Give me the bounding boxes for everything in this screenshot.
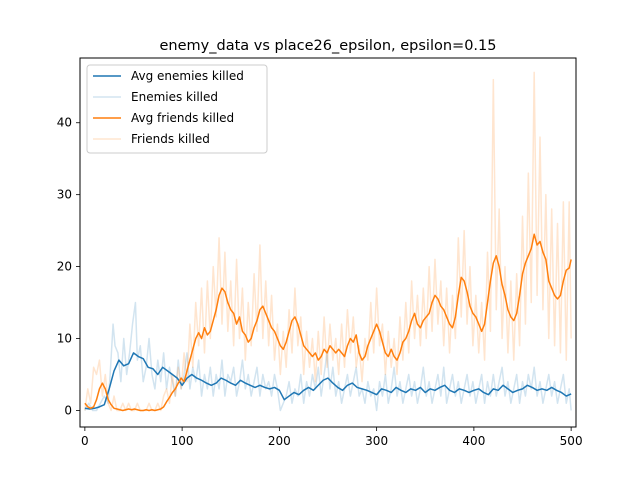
legend: Avg enemies killed Enemies killed Avg frie…: [86, 64, 268, 154]
series-line-avg-enemies-killed: [84, 352, 572, 410]
series-line-enemies-killed: [84, 301, 572, 412]
x-tick-label: 0: [81, 434, 89, 448]
y-tick-label: 40: [57, 116, 72, 130]
x-tick-label: 100: [171, 434, 194, 448]
series-line-friends-killed: [84, 71, 572, 412]
plot-area: [84, 71, 572, 412]
x-tick-label: 400: [462, 434, 485, 448]
axes-frame: [79, 57, 577, 428]
x-tick-label: 500: [560, 434, 583, 448]
legend-box: [86, 64, 268, 154]
y-tick-label: 30: [57, 188, 72, 202]
x-tick-label: 200: [268, 434, 291, 448]
legend-label: Enemies killed: [131, 90, 218, 104]
y-tick-label: 0: [64, 403, 72, 417]
x-axis: 0 100 200 300 400 500: [81, 427, 583, 448]
x-tick-label: 300: [365, 434, 388, 448]
series-line-avg-friends-killed: [84, 233, 572, 412]
legend-label: Avg friends killed: [131, 111, 234, 125]
y-tick-label: 10: [57, 332, 72, 346]
legend-label: Friends killed: [131, 132, 210, 146]
y-axis: 0 10 20 30 40: [57, 116, 80, 417]
y-tick-label: 20: [57, 260, 72, 274]
legend-label: Avg enemies killed: [131, 69, 244, 83]
chart-title: enemy_data vs place26_epsilon, epsilon=0…: [160, 38, 497, 54]
